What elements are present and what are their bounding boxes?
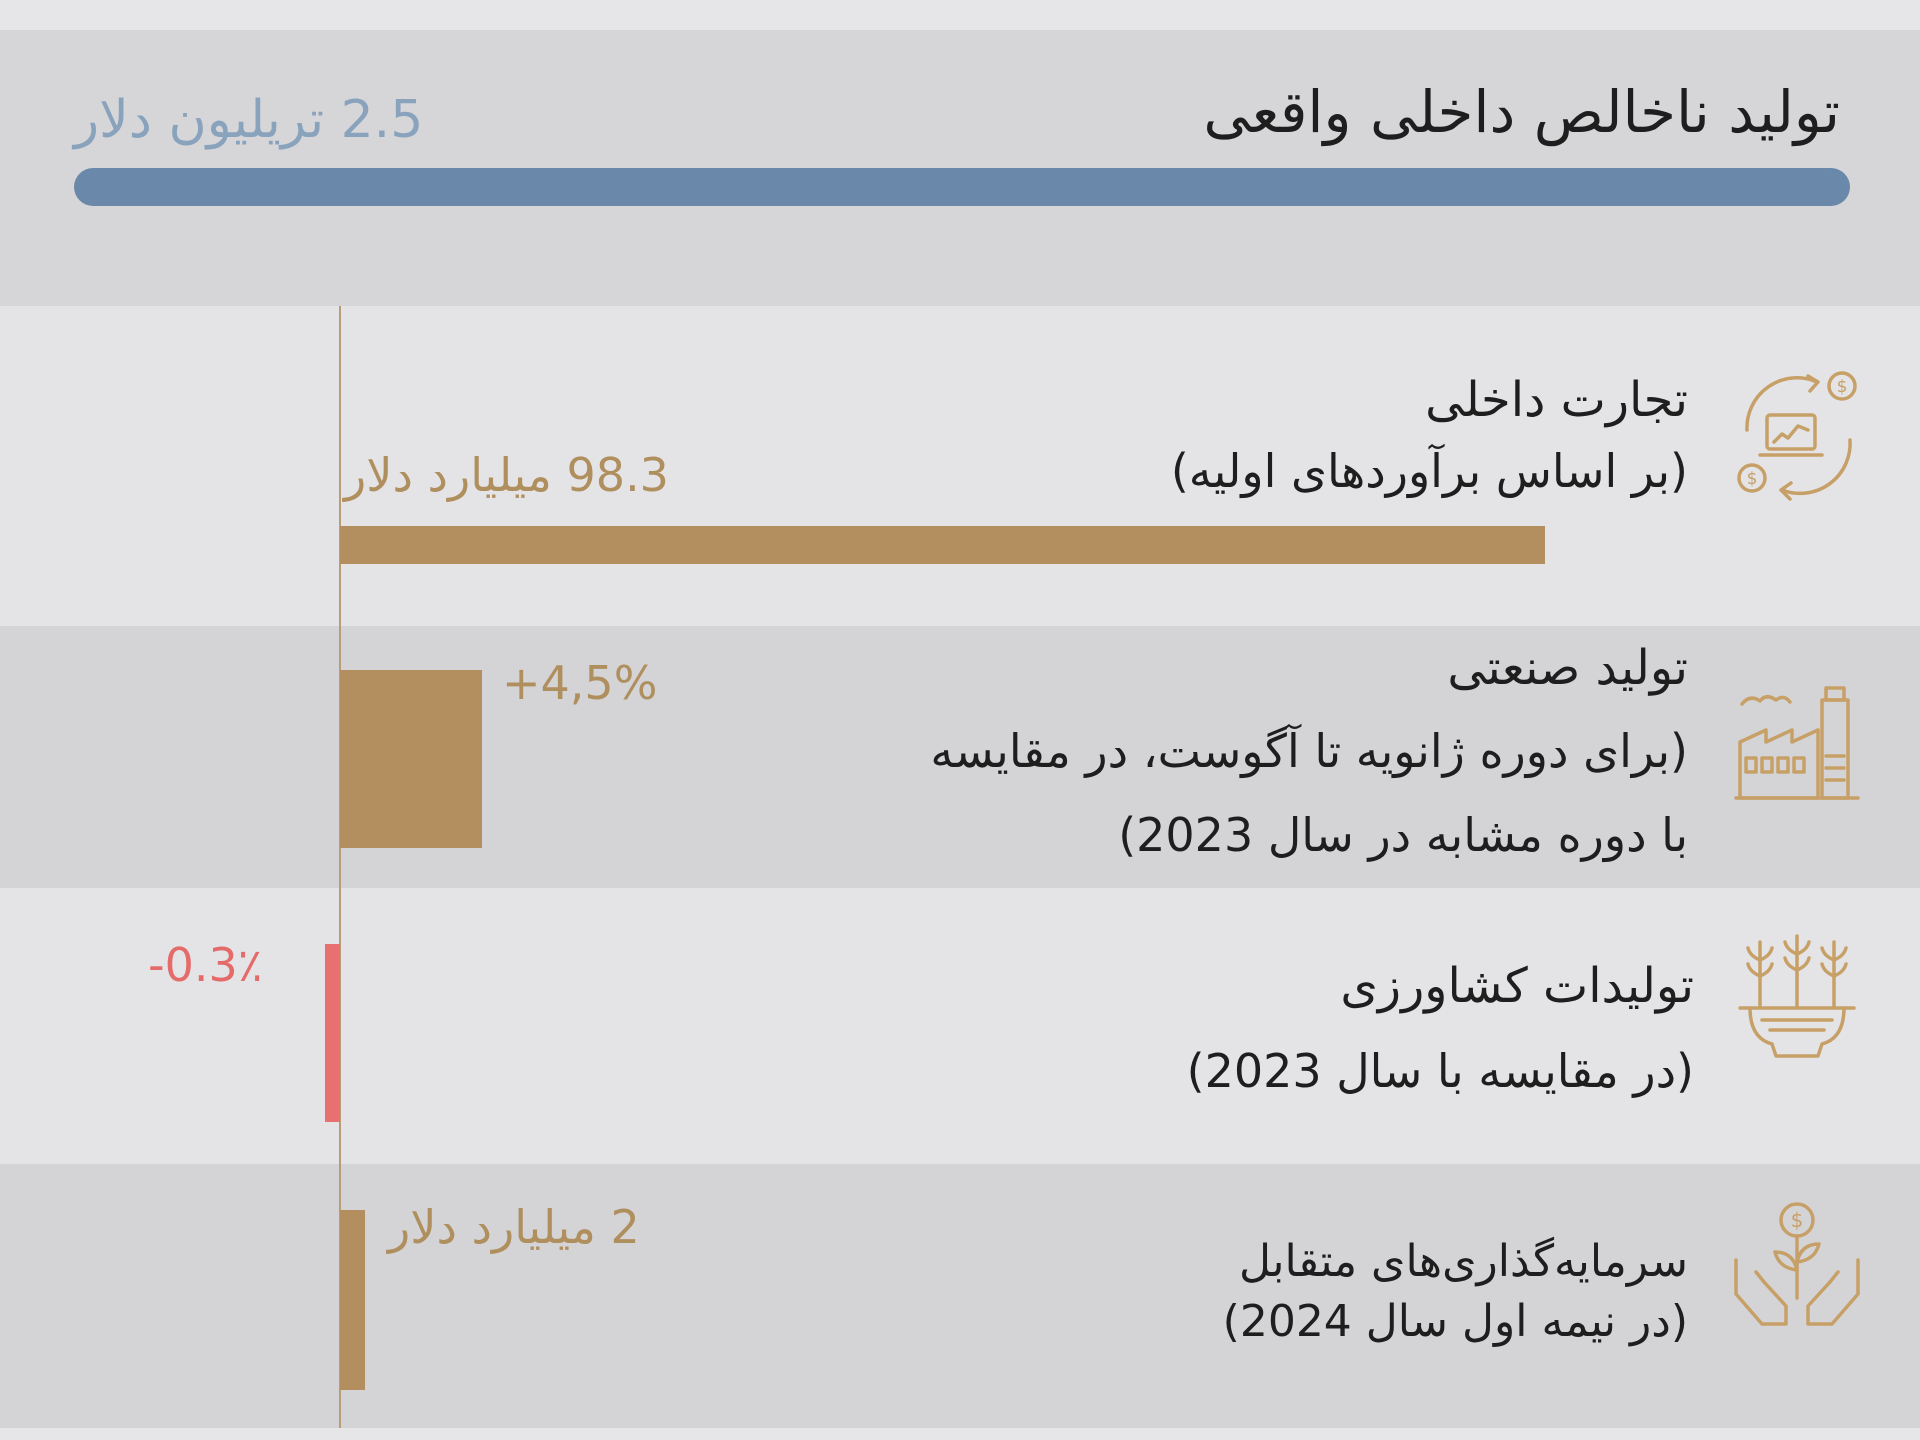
row-band-domestic-trade: [0, 306, 1920, 626]
bottom-strip: [0, 1428, 1920, 1440]
gdp-title: تولید ناخالص داخلی واقعی: [1203, 78, 1840, 146]
value-label-industrial-production: +4,5%: [502, 656, 658, 710]
domestic-trade-bar: [340, 526, 1546, 564]
factory-icon: [1722, 660, 1872, 810]
value-label-agriculture: -0.3٪: [148, 938, 263, 992]
row-title-domestic-trade: تجارت داخلی: [1425, 372, 1688, 428]
agriculture-icon: [1722, 920, 1872, 1070]
trade-exchange-icon: $ $: [1722, 360, 1872, 510]
svg-text:$: $: [1837, 377, 1848, 397]
value-label-domestic-trade: 98.3 میلیارد دلار: [344, 448, 669, 502]
svg-text:$: $: [1747, 469, 1758, 489]
row-title-investment: سرمایه‌گذاری‌های متقابل: [1238, 1236, 1688, 1287]
row-title-agriculture: تولیدات کشاورزی: [1340, 958, 1694, 1014]
zero-axis-line: [339, 306, 341, 1428]
industrial-production-bar: [340, 670, 482, 848]
svg-text:$: $: [1791, 1208, 1804, 1232]
value-label-investment: 2 میلیارد دلار: [388, 1200, 640, 1254]
row-subtitle-domestic-trade: (بر اساس برآوردهای اولیه): [1170, 444, 1688, 498]
row-subtitle-investment: (در نیمه اول سال 2024): [1222, 1296, 1688, 1347]
row-subtitle-industrial-line-1: (برای دوره ژانویه تا آگوست، در مقایسه: [930, 724, 1688, 778]
row-title-industrial-production: تولید صنعتی: [1447, 640, 1688, 696]
row-band-industrial-production: [0, 626, 1920, 888]
row-subtitle-industrial-line-2: با دوره مشابه در سال 2023): [1118, 808, 1688, 862]
investment-hands-icon: $: [1722, 1190, 1872, 1340]
top-strip: [0, 0, 1920, 30]
row-band-agriculture: [0, 888, 1920, 1164]
gdp-value-label: 2.5 تریلیون دلار: [74, 90, 424, 150]
row-band-investment: [0, 1164, 1920, 1428]
agriculture-bar: [325, 944, 340, 1122]
investment-bar: [340, 1210, 365, 1390]
row-subtitle-agriculture: (در مقایسه با سال 2023): [1186, 1044, 1694, 1098]
gdp-bar: [74, 168, 1850, 206]
